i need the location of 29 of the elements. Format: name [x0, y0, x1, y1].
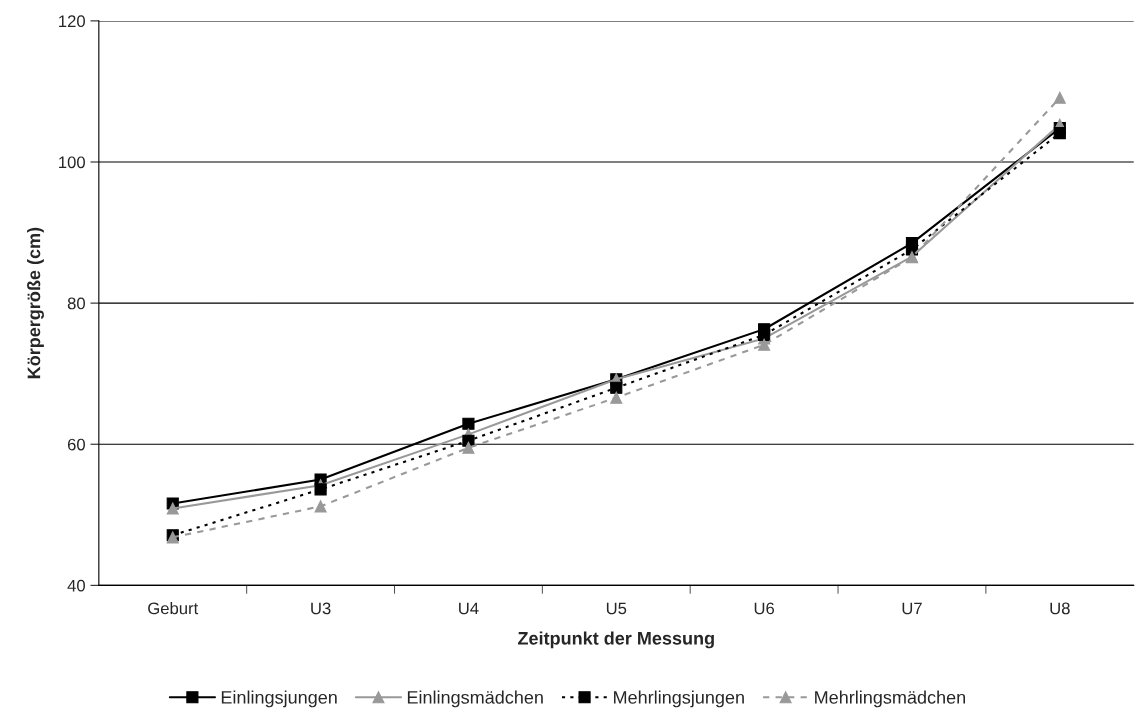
y-tick-label: 40 [67, 579, 85, 592]
point [314, 483, 327, 496]
x-tick-label: U6 [754, 602, 775, 615]
point [462, 417, 475, 430]
y-tick-label: 80 [67, 297, 85, 310]
x-tick-label: U5 [606, 602, 627, 615]
legend-label: Mehrlingsmädchen [815, 690, 966, 708]
point [462, 441, 475, 454]
legend-label: Mehrlingsjungen [614, 690, 744, 708]
point [1053, 126, 1066, 140]
y-axis-title: Körpergröße (cm) [27, 227, 44, 379]
point [610, 391, 623, 404]
x-tick-label: U3 [311, 602, 331, 615]
point [758, 328, 771, 341]
point [1053, 91, 1066, 104]
x-tick-label: Geburt [148, 602, 199, 615]
legend-label: Einlingsmädchen [407, 690, 543, 708]
legend-label: Einlingsjungen [221, 690, 337, 708]
point [610, 381, 623, 394]
x-tick-label: U7 [902, 602, 922, 615]
y-tick-label: 120 [59, 15, 85, 28]
y-tick-label: 100 [59, 156, 85, 169]
point [314, 500, 327, 513]
point [166, 502, 179, 515]
x-tick-label: U4 [459, 602, 479, 615]
x-axis-title: Zeitpunkt der Messung [518, 631, 714, 649]
point [758, 338, 771, 351]
x-tick-label: U8 [1050, 602, 1070, 615]
y-tick-label: 60 [67, 438, 85, 451]
